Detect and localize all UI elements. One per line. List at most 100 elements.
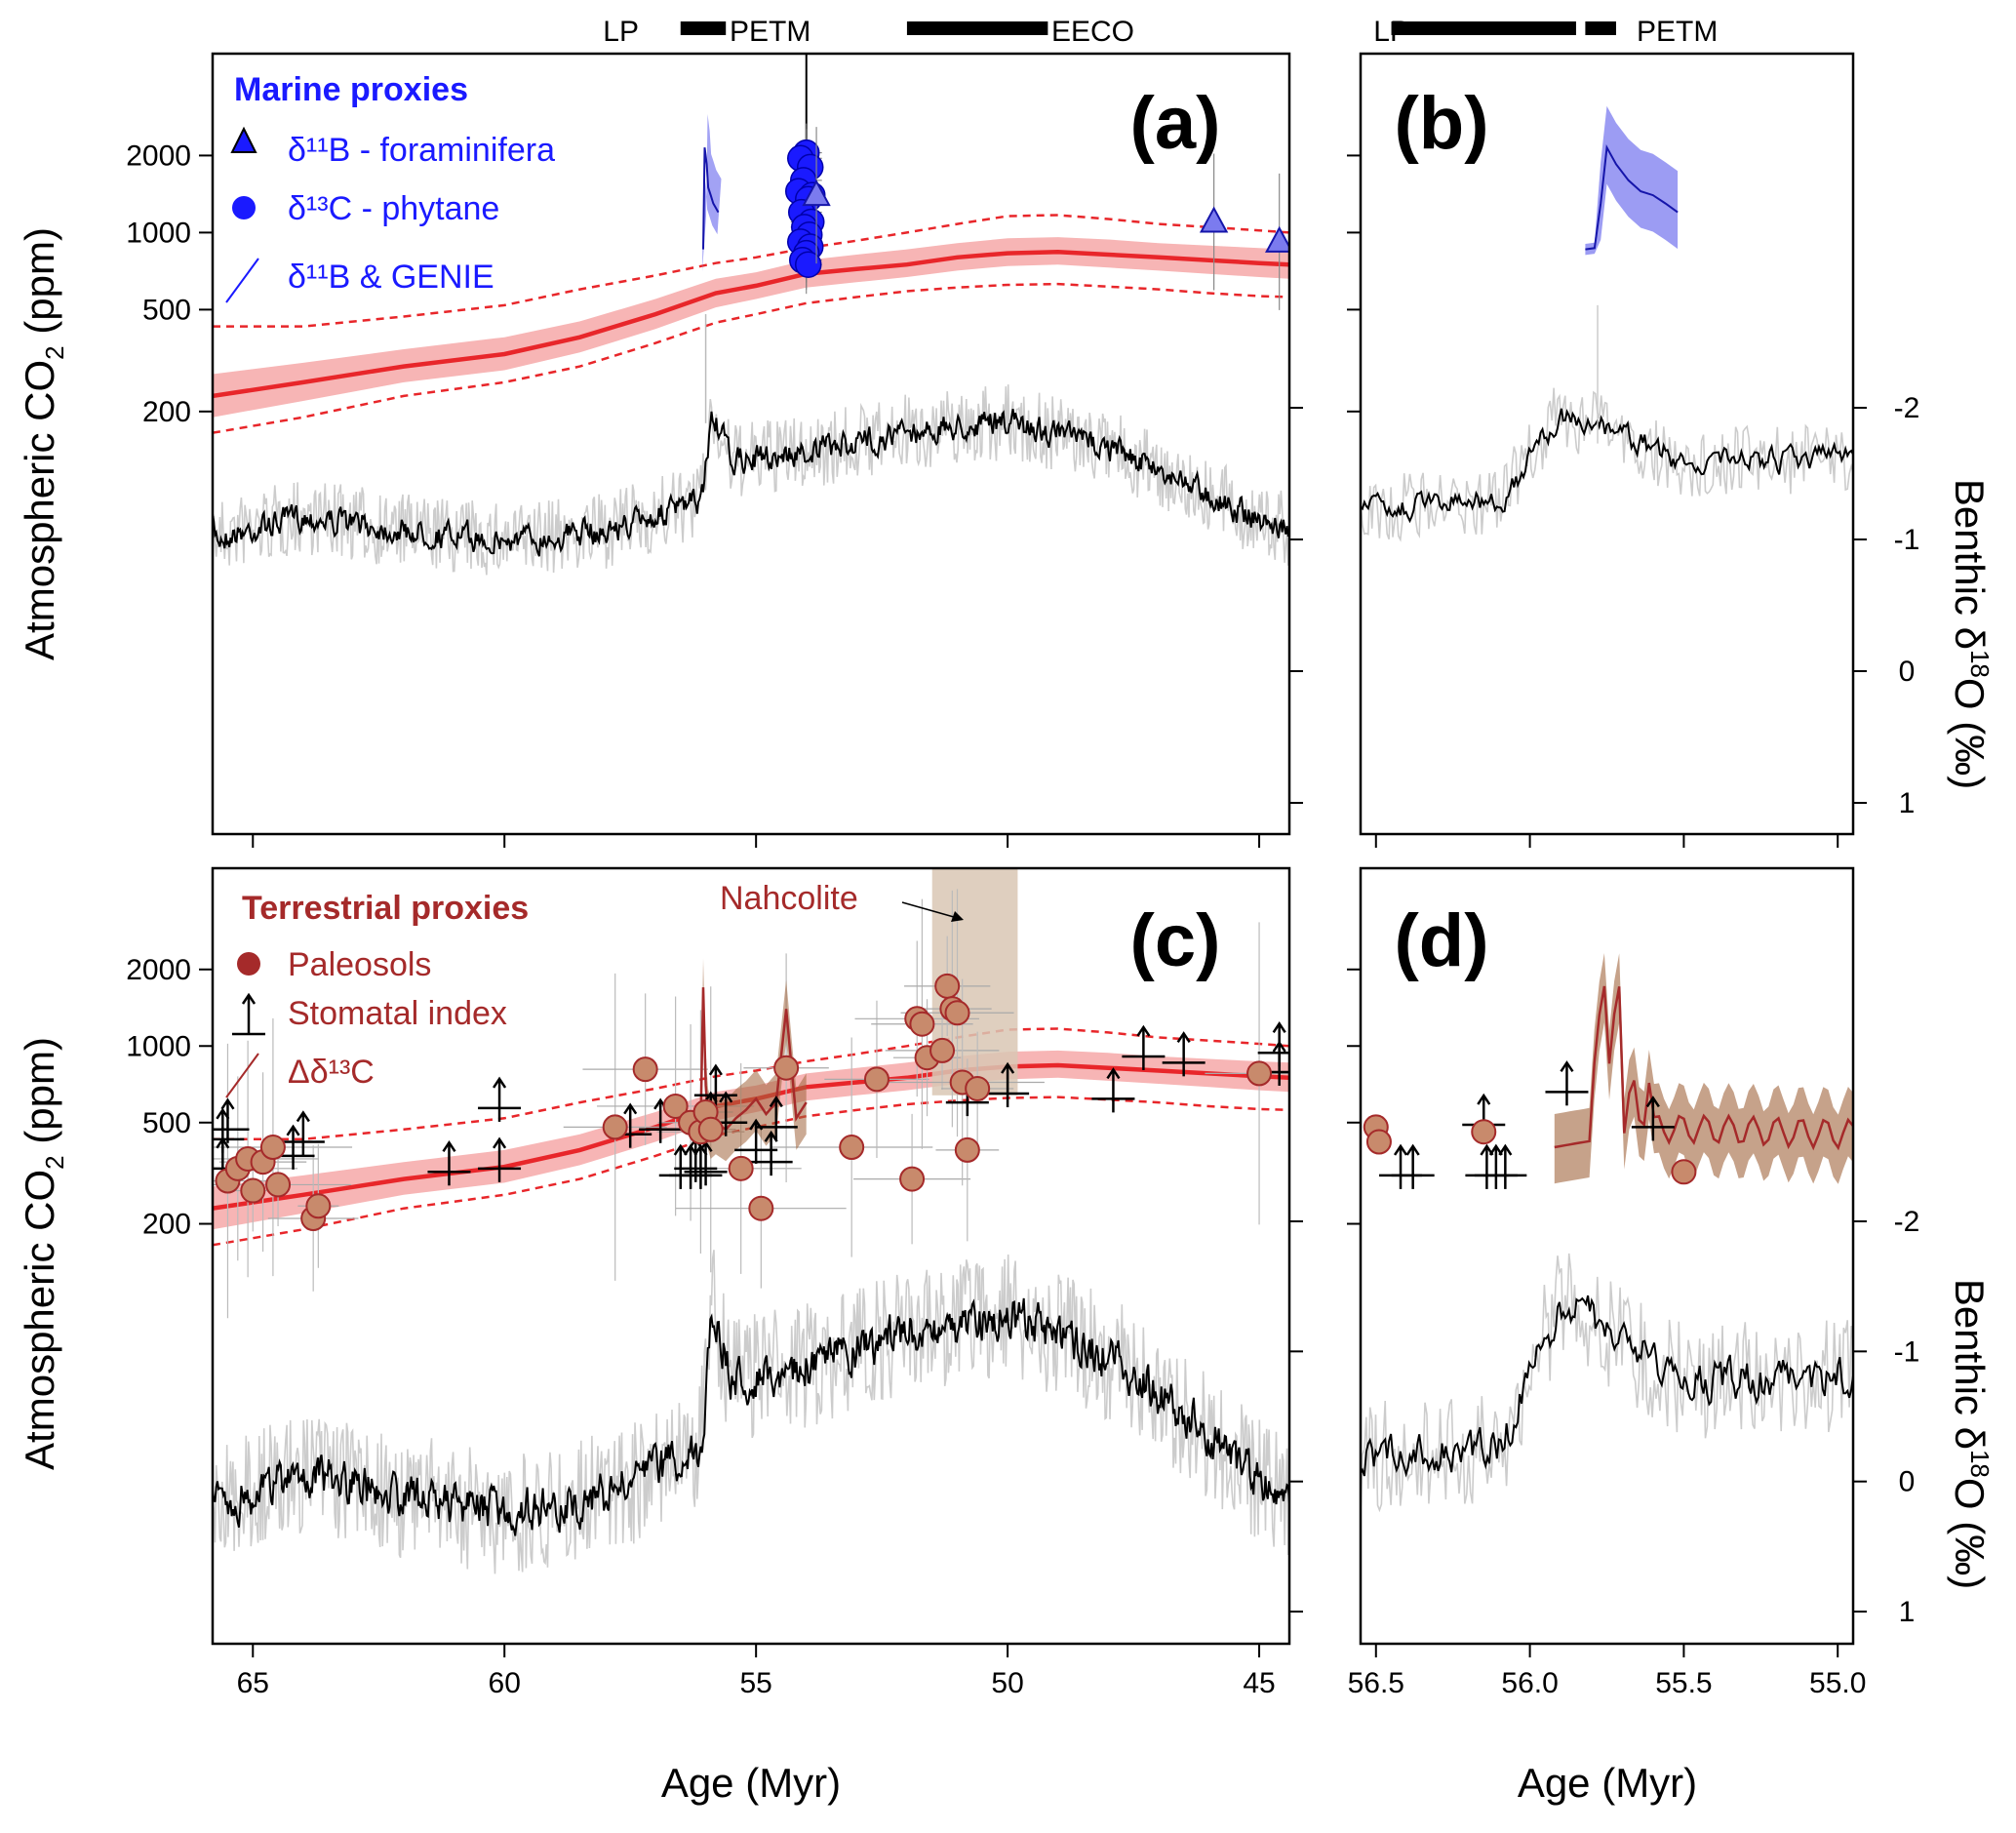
plot-frame-d — [1359, 866, 1855, 1646]
model-group-a — [213, 214, 1289, 434]
y2label-b: Benthic δ18O (‰) — [1947, 479, 1995, 789]
genie-line-b — [1585, 143, 1679, 251]
stomatal-arrowhead — [493, 1076, 507, 1089]
top-label-petm-a: PETM — [730, 16, 810, 48]
stomatal-marker-d — [1474, 1143, 1518, 1189]
d18o-tick-label-b: -2 — [1894, 392, 1920, 424]
legend-marker-paleosol — [237, 952, 260, 976]
plot-frame-a — [211, 52, 1291, 836]
co2-tick-label-a: 500 — [142, 294, 191, 326]
xlabel-d: Age (Myr) — [1518, 1760, 1697, 1806]
d18o-tick-label-d: -2 — [1894, 1206, 1920, 1238]
legend-label-paleosols: Paleosols — [288, 946, 431, 983]
dd13c-band-d — [1554, 953, 1853, 1184]
x-tick-label-d: 55.5 — [1655, 1667, 1712, 1699]
axes-layer: 200 500 1000 2000 200 500 1000 2000 -2 -1 0 1 -2 -1 0 1… — [126, 21, 1919, 1699]
legend-label-genie: δ¹¹B & GENIE — [288, 259, 494, 296]
paleosol-point — [748, 1195, 774, 1221]
d18o-smoothed-line — [1361, 1295, 1853, 1478]
d18o-smoothed-line — [1361, 408, 1853, 524]
legend-marker-dd13c — [225, 1053, 259, 1098]
d18o-raw-line — [213, 384, 1289, 576]
legend-marker-triangle — [230, 126, 257, 153]
stomatal-marker — [478, 1136, 522, 1182]
top-bar-a-lp — [680, 21, 727, 35]
stomatal-arrowhead — [493, 1136, 507, 1149]
d18o-raw-line — [1361, 387, 1853, 542]
model-median-line — [213, 1062, 1289, 1211]
legend-title-terrestrial: Terrestrial proxies — [242, 890, 529, 927]
paleosol-point — [305, 1193, 332, 1219]
top-label-eeco-a: EECO — [1051, 16, 1134, 48]
plot-frame-b — [1359, 52, 1855, 836]
x-tick-label-d: 55.0 — [1809, 1667, 1866, 1699]
stomatal-arrowhead — [1272, 1021, 1286, 1033]
d18o-smoothed-line — [213, 1297, 1289, 1536]
annotation-nahcolite: Nahcolite — [720, 880, 858, 917]
panel-b-data — [1585, 105, 1679, 444]
stomatal-arrowhead — [1405, 1143, 1420, 1156]
d18o-layer — [213, 384, 1853, 1574]
top-label-petm-b: PETM — [1637, 16, 1718, 48]
d18o-raw-line — [1361, 1253, 1853, 1514]
co2-tick-label-a: 2000 — [126, 139, 191, 172]
co2-tick-label-c: 500 — [142, 1107, 191, 1139]
model-group-c — [213, 1027, 1289, 1247]
co2-tick-label-a: 200 — [142, 396, 191, 428]
stomatal-arrowhead — [1106, 1067, 1121, 1080]
paleosol-point — [839, 1135, 865, 1161]
d18o-tick-label-b: -1 — [1894, 524, 1920, 556]
paleosol-point — [240, 1177, 266, 1204]
stomatal-marker-d — [1545, 1060, 1589, 1106]
boron-triangle — [802, 179, 831, 207]
legend-title-marine: Marine proxies — [234, 71, 468, 108]
phytane-point — [794, 251, 822, 278]
legend-marker-stomatal — [232, 992, 265, 1036]
stomatal-arrowhead — [1176, 1031, 1191, 1044]
x-tick-label-c: 50 — [991, 1667, 1023, 1699]
panel-d-data — [1363, 953, 1853, 1189]
proxy-data-layer — [213, 54, 1853, 1319]
panel-c-data — [213, 868, 1289, 1319]
model-lower-ci — [213, 1096, 1289, 1247]
paleosol-point — [728, 1155, 754, 1181]
stomatal-marker-d — [1391, 1143, 1435, 1189]
x-tick-label-c: 65 — [237, 1667, 269, 1699]
stomatal-marker-d — [1483, 1143, 1527, 1189]
top-bar-b-lp — [1391, 21, 1576, 35]
stomatal-arrowhead — [1393, 1143, 1408, 1156]
paleosol-point — [909, 1011, 935, 1037]
co2-tick-label-c: 1000 — [126, 1030, 191, 1062]
panel-label-a: (a) — [1130, 82, 1221, 165]
paleosol-point — [934, 973, 961, 999]
model-lower-ci — [213, 282, 1289, 434]
d18o-tick-label-b: 0 — [1899, 656, 1916, 688]
stomatal-marker — [1091, 1067, 1135, 1113]
panel-label-c: (c) — [1130, 899, 1221, 982]
genie-band-b — [1585, 105, 1679, 256]
co2-tick-label-c: 200 — [142, 1209, 191, 1241]
stomatal-arrowhead — [623, 1102, 638, 1115]
paleosol-point — [662, 1093, 689, 1119]
paleosol-point — [265, 1172, 292, 1198]
panel-label-b: (b) — [1394, 82, 1488, 165]
paleosol-point-d — [1471, 1119, 1497, 1145]
stomatal-marker — [693, 1063, 737, 1109]
genie-line-a — [702, 147, 720, 250]
x-tick-label-d: 56.5 — [1348, 1667, 1404, 1699]
stomatal-arrowhead — [769, 1096, 783, 1108]
stomatal-arrowhead — [673, 1143, 688, 1156]
paleosol-point — [965, 1075, 991, 1101]
stomatal-arrowhead — [708, 1063, 723, 1076]
d18o-tick-label-d: 1 — [1899, 1596, 1916, 1628]
legend-marker-circle — [232, 196, 256, 219]
model-layer — [213, 214, 1289, 1247]
stomatal-marker-d — [1631, 1096, 1675, 1141]
paleosol-point — [929, 1037, 956, 1063]
stomatal-marker — [754, 1096, 798, 1141]
stomatal-arrowhead — [1498, 1143, 1513, 1156]
model-uncertainty-band — [213, 1050, 1289, 1230]
model-upper-ci — [213, 214, 1289, 328]
stomatal-arrowhead — [216, 1136, 230, 1149]
d18o-raw-line — [213, 1250, 1289, 1574]
